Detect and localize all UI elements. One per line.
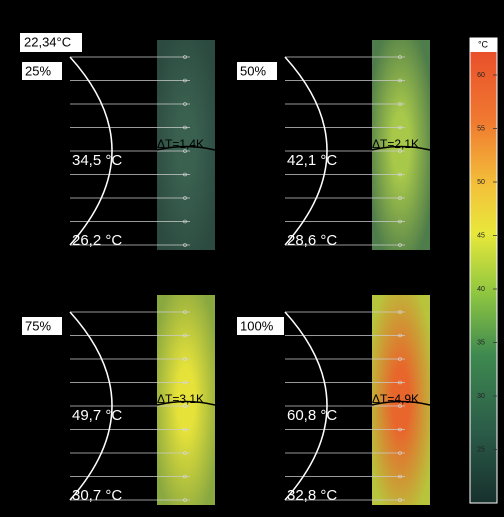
- reference-label: 22,34°C: [24, 34, 71, 49]
- delta-t: ΔT=4,9K: [372, 392, 419, 406]
- colorbar-tick-label: 35: [477, 339, 485, 346]
- load-label: 100%: [240, 318, 274, 333]
- colorbar-tick-label: 30: [477, 393, 485, 400]
- load-label: 50%: [240, 63, 266, 78]
- colorbar-tick-label: 25: [477, 446, 485, 453]
- colorbar-tick-label: 50: [477, 179, 485, 186]
- max-temp: 49,7 °C: [72, 407, 122, 424]
- colorbar-unit: °C: [478, 39, 489, 49]
- colorbar-tick-label: 60: [477, 72, 485, 79]
- colorbar: [470, 38, 497, 503]
- colorbar-tick-label: 40: [477, 286, 485, 293]
- load-label: 75%: [25, 318, 51, 333]
- thermal-figure: 22,34°C 25% 34,5 °C ΔT=1,4K 26,2 °C 50% 42,1 …: [0, 0, 504, 517]
- load-label: 25%: [25, 63, 51, 78]
- delta-t: ΔT=2,1K: [372, 137, 419, 151]
- max-temp: 60,8 °C: [287, 407, 337, 424]
- delta-t: ΔT=3,1K: [157, 392, 204, 406]
- min-temp: 30,7 °C: [72, 487, 122, 504]
- min-temp: 28,6 °C: [287, 232, 337, 249]
- colorbar-tick-label: 45: [477, 232, 485, 239]
- max-temp: 34,5 °C: [72, 152, 122, 169]
- delta-t: ΔT=1,4K: [157, 137, 204, 151]
- max-temp: 42,1 °C: [287, 152, 337, 169]
- min-temp: 32,8 °C: [287, 487, 337, 504]
- min-temp: 26,2 °C: [72, 232, 122, 249]
- colorbar-tick-label: 55: [477, 125, 485, 132]
